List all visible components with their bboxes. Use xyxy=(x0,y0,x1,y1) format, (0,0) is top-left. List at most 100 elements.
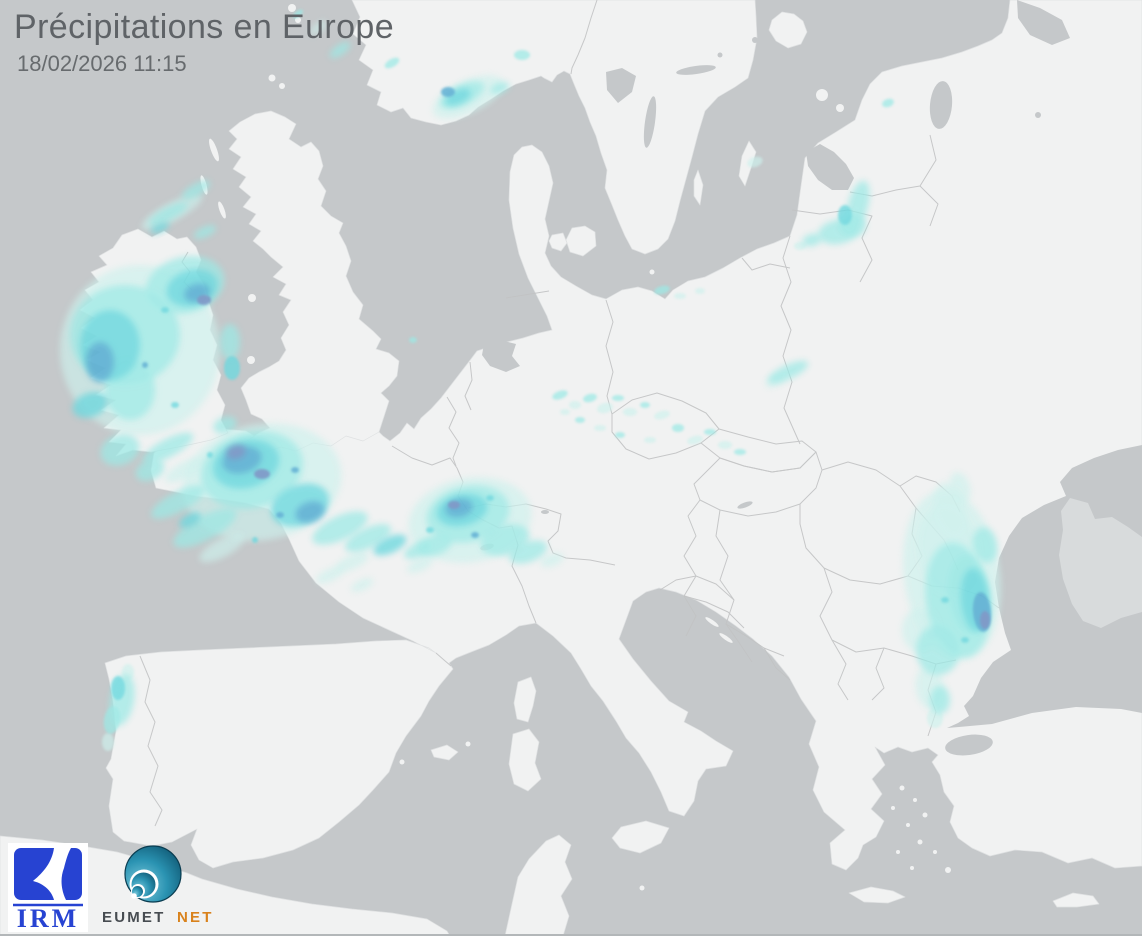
irm-logo: IRM xyxy=(8,843,88,933)
precipitation-cell xyxy=(654,285,670,295)
precipitation-cell xyxy=(135,458,165,482)
island-sardinia xyxy=(508,728,542,792)
lake-malaren xyxy=(676,65,716,75)
precipitation-cell xyxy=(961,637,969,643)
precipitation-cell xyxy=(335,552,369,572)
precipitation-cell xyxy=(980,611,990,629)
island-crete xyxy=(848,886,906,904)
precipitation-cell xyxy=(644,437,656,443)
lake-vattern xyxy=(643,96,657,148)
landmass-tunisia xyxy=(504,834,573,936)
island-sicily xyxy=(611,820,670,854)
precipitation-cell xyxy=(767,360,809,384)
precipitation-cell xyxy=(316,566,344,584)
precipitation-cell xyxy=(151,485,205,519)
precipitation-cell xyxy=(674,293,686,299)
precipitation-cell xyxy=(569,401,581,409)
precipitation-cell xyxy=(350,578,374,592)
precipitation-cell xyxy=(972,527,998,563)
island-corsica xyxy=(513,676,537,723)
precipitation-cell xyxy=(207,452,213,458)
timestamp: 18/02/2026 11:15 xyxy=(17,51,187,76)
precipitation-cell xyxy=(734,449,746,455)
precipitation-cell xyxy=(179,512,201,528)
lake-balaton xyxy=(737,501,753,509)
precipitation-cell xyxy=(193,225,217,239)
waddenzee xyxy=(482,340,520,372)
precipitation-cell xyxy=(312,511,368,545)
precipitation-cell xyxy=(704,429,716,435)
precipitation-cell xyxy=(802,233,822,247)
gulf-of-riga xyxy=(806,144,854,190)
precipitation-cell xyxy=(949,472,971,504)
precipitation-cell xyxy=(276,512,284,518)
precipitation-cell xyxy=(417,533,453,557)
eumetnet-label-net: NET xyxy=(177,909,214,926)
precipitation-cell xyxy=(181,180,211,200)
page-title: Précipitations en Europe xyxy=(14,8,395,46)
island-cyprus xyxy=(1052,892,1100,908)
precipitation-cell xyxy=(640,402,650,408)
irm-label: IRM xyxy=(17,904,79,932)
precipitation-cell xyxy=(142,432,194,464)
precipitation-cell xyxy=(407,556,433,574)
irm-logo-graphic: IRM xyxy=(13,848,83,933)
precipitation-cell xyxy=(254,469,270,479)
precipitation-cell xyxy=(612,395,624,401)
precipitation-cell xyxy=(623,408,637,416)
lake-ladoga xyxy=(1017,0,1070,45)
precipitation-cell xyxy=(384,57,400,69)
precipitation-cell xyxy=(838,205,852,225)
precipitation-cell xyxy=(102,733,114,751)
precipitation-cell xyxy=(197,295,211,305)
precipitation-cell xyxy=(672,424,684,432)
landmass-scandinavia xyxy=(351,0,758,255)
precipitation-cell xyxy=(103,706,121,734)
precipitation-cell xyxy=(142,362,148,368)
island-oland xyxy=(693,169,704,206)
precipitation-cell xyxy=(291,467,299,473)
precipitation-cell xyxy=(514,50,530,60)
precipitation-cell xyxy=(171,402,179,408)
irm-swirl xyxy=(33,848,71,900)
eumetnet-logo: EUMET NET xyxy=(101,840,215,934)
landmass-north-africa xyxy=(0,835,451,936)
precipitation-cell xyxy=(329,41,351,59)
precipitation-cell xyxy=(220,324,240,360)
precipitation-cell xyxy=(560,409,570,415)
precipitation-cell xyxy=(295,501,325,523)
lake-peipus xyxy=(929,81,953,129)
precipitation-cell xyxy=(508,540,548,564)
precipitation-cell xyxy=(654,410,670,420)
precipitation-cell xyxy=(583,393,597,403)
precipitation-cell xyxy=(252,537,258,543)
precipitation-cell xyxy=(930,686,950,714)
precipitation-cell xyxy=(615,432,625,438)
precipitation-cell xyxy=(111,676,125,700)
precipitation-cell xyxy=(552,390,568,400)
precipitation-cell xyxy=(916,625,960,675)
eumetnet-label-eumet: EUMET xyxy=(102,909,166,926)
country-borders xyxy=(139,0,1000,827)
precipitation-cell xyxy=(597,402,613,414)
precipitation-cell xyxy=(409,337,417,343)
precipitation-cell xyxy=(344,524,392,552)
precipitation-cell xyxy=(224,356,240,380)
precipitation-cell xyxy=(471,532,479,538)
precipitation-cell xyxy=(695,288,705,294)
precipitation-cell xyxy=(86,342,114,382)
precipitation-layer xyxy=(60,9,1001,751)
precipitation-cell xyxy=(540,553,564,567)
precipitation-cell xyxy=(100,434,140,466)
precipitation-cell xyxy=(161,307,169,313)
lake-constance xyxy=(541,510,549,514)
bottom-edge xyxy=(0,934,1142,936)
precipitation-cell xyxy=(373,534,407,556)
precipitation-cell xyxy=(794,242,806,250)
island-funen xyxy=(548,232,568,252)
eumetnet-spiral-icon xyxy=(124,845,182,903)
precipitation-cell xyxy=(882,98,894,108)
precipitation-cell xyxy=(226,444,246,460)
